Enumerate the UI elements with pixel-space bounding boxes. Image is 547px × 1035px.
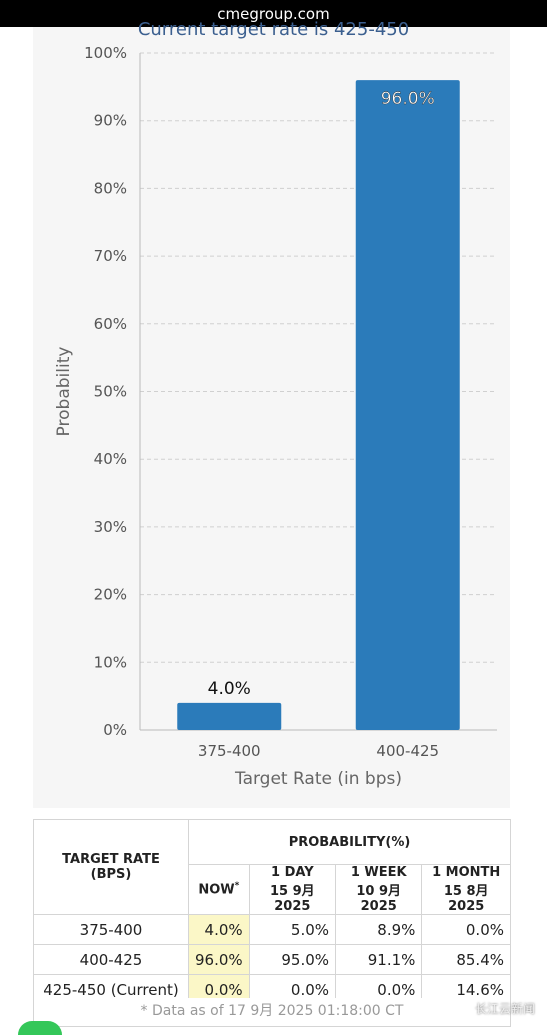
day-cell: 95.0%	[248, 944, 337, 975]
probability-chart: 0% 10% 20% 30% 40% 50% 60% 70% 80% 90% 100% 4.0% 375…	[54, 44, 497, 789]
header-1-week: 1 WEEK 10 9月 2025	[335, 864, 423, 915]
bar	[355, 80, 460, 730]
y-tick-label: 0%	[103, 721, 127, 739]
url-text: cmegroup.com	[217, 4, 330, 23]
header-1-day: 1 DAY 15 9月 2025	[248, 864, 337, 915]
data-timestamp-note: * Data as of 17 9月 2025 01:18:00 CT	[33, 998, 511, 1027]
rate-cell: 400-425	[33, 944, 189, 975]
y-tick-label: 70%	[94, 247, 127, 265]
week-cell: 8.9%	[335, 914, 423, 945]
bar	[177, 702, 282, 730]
month-cell: 0.0%	[421, 914, 511, 945]
y-tick-label: 80%	[94, 179, 127, 197]
rate-cell: 375-400	[33, 914, 189, 945]
watermark-text: 长江云新闻	[474, 1002, 535, 1016]
x-tick-label: 400-425	[376, 742, 439, 760]
month-cell: 85.4%	[421, 944, 511, 975]
week-cell: 91.1%	[335, 944, 423, 975]
y-tick-label: 40%	[94, 450, 127, 468]
y-tick-label: 60%	[94, 315, 127, 333]
header-target-rate: TARGET RATE (BPS)	[33, 819, 189, 915]
now-cell: 4.0%	[188, 914, 250, 945]
y-tick-label: 100%	[84, 44, 127, 62]
x-tick-label: 375-400	[198, 742, 261, 760]
y-tick-label: 30%	[94, 518, 127, 536]
floating-action-button[interactable]	[18, 1021, 62, 1035]
y-tick-label: 50%	[94, 383, 127, 401]
y-tick-label: 10%	[94, 653, 127, 671]
table-row: 375-400 4.0% 5.0% 8.9% 0.0%	[33, 914, 511, 945]
header-probability: PROBABILITY(%)	[188, 819, 511, 865]
header-now: NOW*	[188, 864, 250, 915]
y-axis-title: Probability	[54, 347, 74, 437]
probability-table: TARGET RATE (BPS) PROBABILITY(%) NOW* 1 …	[33, 819, 511, 1005]
browser-url-bar[interactable]: cmegroup.com	[0, 0, 547, 27]
bar-value-label: 4.0%	[208, 679, 251, 699]
bar-value-label: 96.0%	[381, 89, 435, 109]
y-tick-label: 90%	[94, 112, 127, 130]
now-cell: 96.0%	[188, 944, 250, 975]
table-row: 400-425 96.0% 95.0% 91.1% 85.4%	[33, 944, 511, 975]
x-axis-title: Target Rate (in bps)	[234, 769, 402, 789]
header-1-month: 1 MONTH 15 8月 2025	[421, 864, 511, 915]
day-cell: 5.0%	[248, 914, 337, 945]
chart-title: Current target rate is 425-450	[137, 19, 410, 40]
y-tick-label: 20%	[94, 586, 127, 604]
